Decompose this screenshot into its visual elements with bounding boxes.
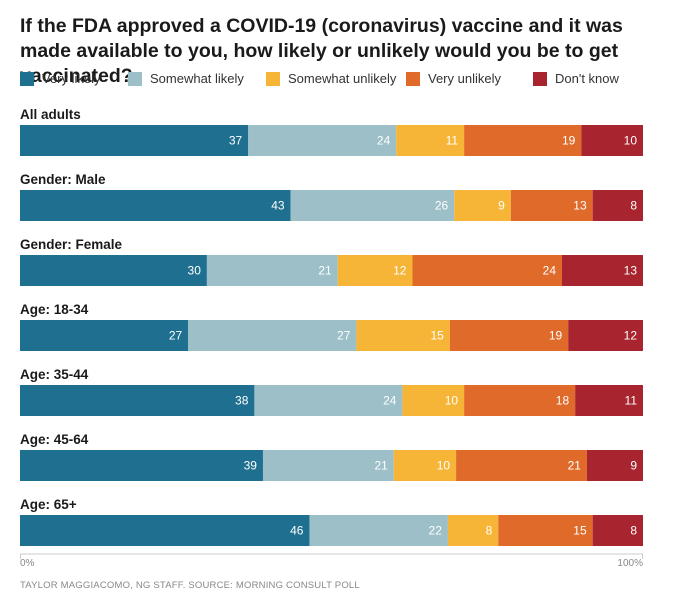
- bar-age-65-somewhat-unlikely: [447, 515, 499, 546]
- value-label-age-45-64-somewhat-unlikely: 10: [437, 459, 451, 473]
- value-label-age-35-44-somewhat-unlikely: 10: [445, 394, 459, 408]
- value-label-age-65-very-likely: 46: [290, 524, 304, 538]
- bar-age-18-34-very-likely: [20, 320, 189, 351]
- value-label-all-adults-very-unlikely: 19: [562, 134, 576, 148]
- value-label-gender-female-don-t-know: 13: [624, 264, 638, 278]
- bar-all-adults-somewhat-unlikely: [396, 125, 465, 156]
- bar-all-adults-very-likely: [20, 125, 249, 156]
- bar-gender-male-don-t-know: [592, 190, 643, 221]
- value-label-age-65-don-t-know: 8: [630, 524, 637, 538]
- value-label-gender-female-somewhat-likely: 21: [318, 264, 332, 278]
- bar-gender-male-very-unlikely: [510, 190, 593, 221]
- value-label-gender-male-very-unlikely: 13: [573, 199, 587, 213]
- bar-gender-female-don-t-know: [562, 255, 643, 286]
- value-label-gender-male-don-t-know: 8: [630, 199, 637, 213]
- bar-age-45-64-somewhat-likely: [262, 450, 394, 481]
- value-label-all-adults-somewhat-unlikely: 11: [446, 134, 459, 148]
- chart-title: If the FDA approved a COVID-19 (coronavi…: [20, 15, 623, 87]
- bar-age-35-44-somewhat-unlikely: [402, 385, 465, 416]
- bar-age-45-64-very-unlikely: [456, 450, 587, 481]
- value-label-age-18-34-very-likely: 27: [169, 329, 183, 343]
- bar-age-35-44-very-unlikely: [464, 385, 576, 416]
- value-label-age-45-64-very-unlikely: 21: [568, 459, 582, 473]
- value-label-age-18-34-somewhat-unlikely: 15: [431, 329, 445, 343]
- value-label-gender-male-somewhat-unlikely: 9: [498, 199, 505, 213]
- x-tick-label-start: 0%: [20, 558, 35, 569]
- bar-gender-female-very-likely: [20, 255, 207, 286]
- legend-label-very-unlikely: Very unlikely: [428, 71, 501, 86]
- bar-gender-male-somewhat-likely: [290, 190, 455, 221]
- bar-all-adults-don-t-know: [581, 125, 643, 156]
- bar-age-45-64-very-likely: [20, 450, 263, 481]
- value-label-age-35-44-somewhat-likely: 24: [383, 394, 397, 408]
- source-credit: TAYLOR MAGGIACOMO, NG STAFF. SOURCE: MOR…: [20, 580, 360, 591]
- value-label-age-45-64-somewhat-likely: 21: [374, 459, 388, 473]
- bar-age-45-64-don-t-know: [586, 450, 643, 481]
- legend-swatch-very-unlikely: [406, 72, 420, 86]
- legend-label-somewhat-unlikely: Somewhat unlikely: [288, 71, 397, 86]
- value-label-age-65-somewhat-unlikely: 8: [486, 524, 493, 538]
- value-label-age-35-44-very-unlikely: 18: [556, 394, 570, 408]
- legend-swatch-somewhat-unlikely: [266, 72, 280, 86]
- legend-label-somewhat-likely: Somewhat likely: [150, 71, 244, 86]
- value-label-age-65-very-unlikely: 15: [573, 524, 587, 538]
- bar-age-35-44-don-t-know: [575, 385, 643, 416]
- bar-gender-female-somewhat-likely: [206, 255, 338, 286]
- legend-swatch-somewhat-likely: [128, 72, 142, 86]
- group-label-age-18-34: Age: 18-34: [20, 302, 89, 317]
- group-label-gender-female: Gender: Female: [20, 237, 123, 252]
- x-tick-label-end: 100%: [617, 558, 643, 569]
- bar-age-45-64-somewhat-unlikely: [393, 450, 457, 481]
- value-label-gender-female-somewhat-unlikely: 12: [393, 264, 407, 278]
- legend-swatch-very-likely: [20, 72, 34, 86]
- group-label-age-45-64: Age: 45-64: [20, 432, 89, 447]
- bar-age-18-34-don-t-know: [568, 320, 643, 351]
- bar-gender-female-very-unlikely: [412, 255, 563, 286]
- legend-label-very-likely: Very likely: [42, 71, 101, 86]
- value-label-age-18-34-very-unlikely: 19: [549, 329, 563, 343]
- value-label-age-18-34-somewhat-likely: 27: [337, 329, 351, 343]
- bar-gender-male-somewhat-unlikely: [454, 190, 511, 221]
- value-label-age-18-34-don-t-know: 12: [624, 329, 638, 343]
- bar-age-18-34-very-unlikely: [449, 320, 569, 351]
- bar-gender-male-very-likely: [20, 190, 291, 221]
- value-label-gender-male-somewhat-likely: 26: [435, 199, 449, 213]
- value-label-all-adults-very-likely: 37: [229, 134, 243, 148]
- bar-age-65-somewhat-likely: [309, 515, 448, 546]
- group-label-all-adults: All adults: [20, 107, 81, 122]
- legend-swatch-don-t-know: [533, 72, 547, 86]
- bar-age-18-34-somewhat-unlikely: [356, 320, 450, 351]
- bar-age-65-don-t-know: [592, 515, 643, 546]
- value-label-age-35-44-very-likely: 38: [235, 394, 249, 408]
- bar-age-65-very-unlikely: [498, 515, 593, 546]
- bar-age-35-44-very-likely: [20, 385, 255, 416]
- bar-age-65-very-likely: [20, 515, 310, 546]
- value-label-all-adults-somewhat-likely: 24: [377, 134, 391, 148]
- group-label-age-65: Age: 65+: [20, 497, 77, 512]
- group-label-gender-male: Gender: Male: [20, 172, 106, 187]
- bar-age-35-44-somewhat-likely: [254, 385, 403, 416]
- bar-gender-female-somewhat-unlikely: [337, 255, 413, 286]
- value-label-age-35-44-don-t-know: 11: [625, 394, 638, 408]
- legend: Very likely Somewhat likely Somewhat unlik…: [20, 71, 670, 89]
- value-label-age-45-64-don-t-know: 9: [630, 459, 637, 473]
- value-label-gender-female-very-likely: 30: [188, 264, 202, 278]
- value-label-age-45-64-very-likely: 39: [244, 459, 258, 473]
- value-label-gender-male-very-likely: 43: [271, 199, 285, 213]
- bar-all-adults-very-unlikely: [464, 125, 582, 156]
- bar-age-18-34-somewhat-likely: [188, 320, 357, 351]
- legend-label-don-t-know: Don't know: [555, 71, 619, 86]
- value-label-all-adults-don-t-know: 10: [624, 134, 638, 148]
- bar-all-adults-somewhat-likely: [248, 125, 397, 156]
- value-label-gender-female-very-unlikely: 24: [543, 264, 557, 278]
- value-label-age-65-somewhat-likely: 22: [429, 524, 443, 538]
- group-label-age-35-44: Age: 35-44: [20, 367, 89, 382]
